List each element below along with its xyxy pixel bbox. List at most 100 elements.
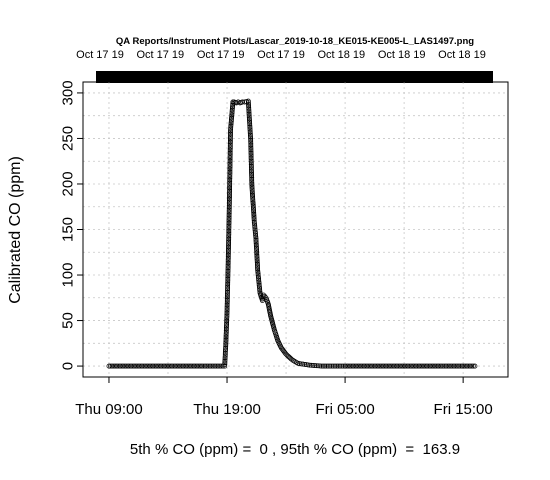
data-point bbox=[226, 222, 232, 228]
data-point bbox=[251, 213, 257, 219]
data-point bbox=[249, 178, 255, 184]
data-point bbox=[458, 363, 463, 369]
y-tick-label: 100 bbox=[59, 263, 76, 288]
data-point bbox=[249, 184, 255, 190]
data-point bbox=[256, 277, 262, 283]
data-point bbox=[404, 363, 409, 369]
y-tick-label: 300 bbox=[59, 80, 76, 105]
data-point bbox=[256, 281, 262, 286]
data-point bbox=[227, 149, 233, 154]
data-point bbox=[222, 350, 228, 356]
data-point bbox=[366, 363, 372, 369]
data-point bbox=[224, 292, 230, 298]
x-tick-label: Thu 09:00 bbox=[75, 401, 143, 418]
data-point bbox=[225, 268, 231, 274]
data-point bbox=[248, 166, 254, 172]
data-point bbox=[227, 145, 233, 151]
data-point bbox=[250, 192, 255, 198]
data-point bbox=[253, 239, 259, 245]
data-point bbox=[191, 363, 197, 369]
data-point bbox=[303, 362, 309, 368]
data-point bbox=[250, 198, 256, 204]
data-point bbox=[312, 363, 318, 369]
data-point bbox=[141, 363, 147, 369]
data-point bbox=[248, 157, 254, 163]
data-point bbox=[125, 363, 131, 369]
data-point bbox=[408, 363, 414, 369]
data-point bbox=[315, 363, 321, 369]
data-point bbox=[246, 110, 252, 115]
data-point bbox=[248, 139, 254, 145]
data-point bbox=[224, 323, 229, 329]
data-point bbox=[250, 197, 256, 203]
data-point bbox=[109, 363, 115, 369]
data-point bbox=[199, 363, 205, 369]
data-point bbox=[337, 363, 343, 369]
data-point bbox=[340, 363, 346, 369]
data-point bbox=[227, 194, 232, 200]
data-point bbox=[204, 363, 210, 369]
data-point bbox=[155, 363, 161, 369]
data-point bbox=[248, 150, 254, 156]
data-point bbox=[225, 287, 230, 293]
data-point bbox=[223, 334, 229, 340]
data-points bbox=[106, 98, 478, 369]
data-point bbox=[223, 339, 229, 345]
data-point bbox=[226, 209, 232, 215]
data-point bbox=[469, 363, 475, 369]
data-point bbox=[386, 363, 392, 369]
data-point bbox=[223, 340, 229, 346]
data-point bbox=[225, 275, 231, 280]
data-point bbox=[430, 363, 436, 369]
data-point bbox=[380, 363, 386, 369]
data-point bbox=[227, 175, 233, 181]
data-point bbox=[251, 210, 257, 215]
y-tick-label: 150 bbox=[59, 217, 76, 242]
chart-title: QA Reports/Instrument Plots/Lascar_2019-… bbox=[116, 36, 474, 47]
data-point bbox=[250, 200, 256, 206]
data-point bbox=[189, 363, 195, 369]
data-point bbox=[226, 207, 232, 213]
data-point bbox=[249, 187, 255, 193]
data-point bbox=[228, 120, 234, 126]
data-point bbox=[166, 363, 172, 369]
data-point bbox=[227, 180, 233, 186]
data-point bbox=[353, 363, 359, 369]
data-point bbox=[226, 246, 231, 252]
data-point bbox=[227, 141, 233, 147]
data-point bbox=[364, 363, 370, 369]
data-point bbox=[246, 114, 252, 120]
data-point bbox=[246, 106, 252, 112]
data-point bbox=[248, 134, 253, 140]
data-point bbox=[134, 363, 140, 369]
data-point bbox=[230, 101, 236, 107]
data-point bbox=[223, 347, 228, 353]
data-point bbox=[249, 183, 255, 189]
data-point bbox=[223, 328, 229, 334]
data-point bbox=[249, 176, 255, 182]
data-point bbox=[394, 363, 400, 369]
data-point bbox=[142, 363, 148, 369]
data-point bbox=[248, 160, 254, 166]
data-point bbox=[228, 126, 234, 132]
data-point bbox=[246, 108, 252, 114]
data-point bbox=[247, 119, 253, 125]
data-point bbox=[183, 363, 189, 369]
data-point bbox=[225, 279, 231, 285]
data-point bbox=[249, 179, 255, 185]
data-point bbox=[163, 363, 169, 369]
data-point bbox=[120, 363, 126, 369]
data-point bbox=[225, 262, 231, 268]
data-point bbox=[226, 226, 232, 232]
data-point bbox=[330, 363, 336, 369]
data-point bbox=[227, 169, 233, 175]
data-point bbox=[310, 362, 316, 368]
data-point bbox=[223, 331, 229, 337]
data-point bbox=[257, 285, 263, 291]
data-point bbox=[224, 305, 230, 311]
data-point bbox=[350, 363, 356, 369]
data-point bbox=[226, 238, 232, 244]
data-point bbox=[254, 260, 260, 265]
data-point bbox=[114, 363, 120, 369]
data-point bbox=[228, 123, 234, 129]
